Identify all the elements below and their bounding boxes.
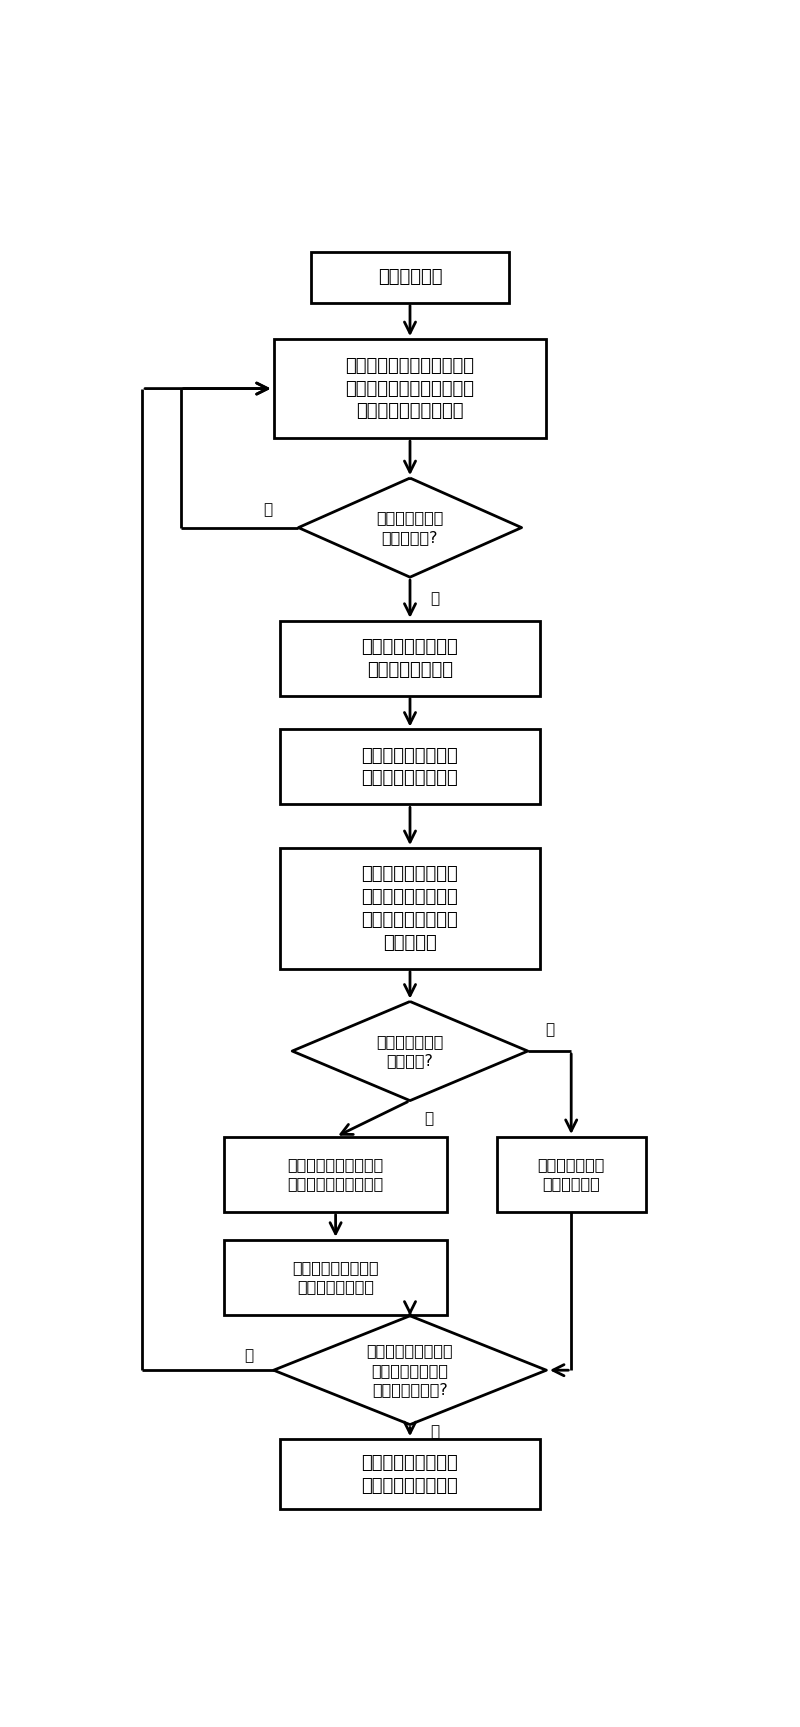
Bar	[224, 1136, 447, 1212]
Bar	[280, 729, 540, 805]
Polygon shape	[292, 1002, 528, 1100]
Bar	[497, 1136, 646, 1212]
Polygon shape	[274, 1316, 546, 1425]
Text: 基站向终端的友好中继
节点发送鉴权结果信息: 基站向终端的友好中继 节点发送鉴权结果信息	[287, 1157, 384, 1192]
Text: 终端成功驻留网络，
等待发起或接收业务: 终端成功驻留网络， 等待发起或接收业务	[362, 1454, 458, 1494]
Bar	[280, 620, 540, 696]
Text: 是: 是	[263, 503, 272, 516]
Text: 终端向友好中继节点
发送接入请求信息: 终端向友好中继节点 发送接入请求信息	[362, 637, 458, 679]
Text: 是: 是	[545, 1022, 554, 1036]
Polygon shape	[298, 478, 522, 577]
Text: 基站向终端发送
鉴权结果信息: 基站向终端发送 鉴权结果信息	[538, 1157, 605, 1192]
Text: 用户终端开机: 用户终端开机	[378, 268, 442, 287]
Bar	[274, 338, 546, 439]
Text: 终端根据接收到的鉴
权结果信息判断是
否成功驻留网络?: 终端根据接收到的鉴 权结果信息判断是 否成功驻留网络?	[366, 1344, 454, 1397]
Bar	[310, 252, 509, 302]
Bar	[280, 1439, 540, 1509]
Bar	[224, 1240, 447, 1314]
Text: 该终端是否直接
接入基站?: 该终端是否直接 接入基站?	[376, 1034, 444, 1069]
Text: 友好中继节点向基站
转发终端的接入请求: 友好中继节点向基站 转发终端的接入请求	[362, 746, 458, 788]
Text: 终端搜索基站和相邻中继节
点广播信号，并依据信号强
度选择出友好中继节点: 终端搜索基站和相邻中继节 点广播信号，并依据信号强 度选择出友好中继节点	[346, 357, 474, 420]
Bar	[280, 848, 540, 969]
Text: 是: 是	[430, 1425, 439, 1439]
Text: 否: 否	[244, 1349, 254, 1363]
Text: 友好中继节点向终端
发送鉴权结果信息: 友好中继节点向终端 发送鉴权结果信息	[292, 1261, 379, 1294]
Text: 该友好中继节点
是否为基站?: 该友好中继节点 是否为基站?	[376, 511, 444, 544]
Text: 否: 否	[424, 1110, 433, 1126]
Text: 基站接收到终端的接
入请求后根据接入信
息进行鉴权并发送鉴
权结果信息: 基站接收到终端的接 入请求后根据接入信 息进行鉴权并发送鉴 权结果信息	[362, 865, 458, 952]
Text: 否: 否	[430, 591, 439, 606]
